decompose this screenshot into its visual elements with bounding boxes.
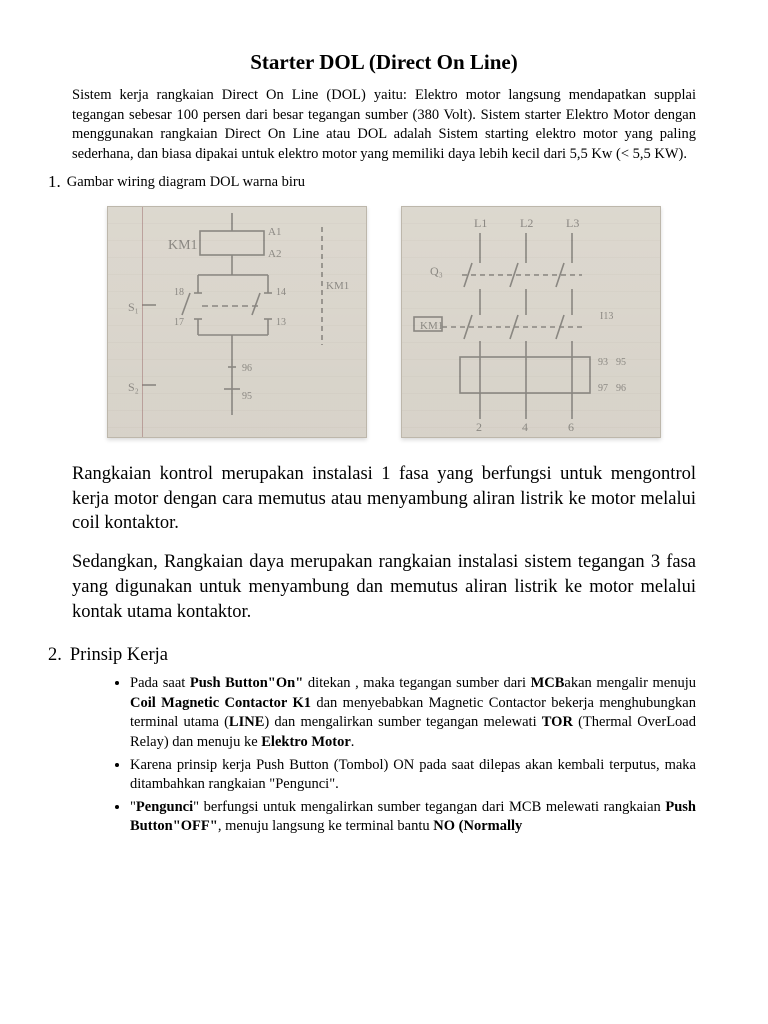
list-num-2: 2. (48, 643, 62, 668)
bullet-1: Pada saat Push Button"On" ditekan , maka… (130, 674, 696, 752)
list-item-1: 1. Gambar wiring diagram DOL warna biru (48, 171, 696, 194)
page-title: Starter DOL (Direct On Line) (72, 48, 696, 76)
figure-control-circuit: KM1 A1 A2 18 17 14 13 (107, 206, 367, 438)
bullet-3: "Pengunci" berfungsi untuk mengalirkan s… (130, 798, 696, 837)
list-num-1: 1. (48, 171, 61, 194)
bullet-list: Pada saat Push Button"On" ditekan , maka… (72, 674, 696, 837)
paragraph-control: Rangkaian kontrol merupakan instalasi 1 … (72, 462, 696, 537)
figure-power-circuit: L1 L2 L3 Q₃ KM1 I13 (401, 206, 661, 438)
list-item-2: 2. Prinsip Kerja (48, 643, 696, 668)
list-text-2: Prinsip Kerja (70, 643, 168, 668)
intro-paragraph: Sistem kerja rangkaian Direct On Line (D… (72, 86, 696, 164)
bullet-2: Karena prinsip kerja Push Button (Tombol… (130, 756, 696, 795)
figures-row: KM1 A1 A2 18 17 14 13 (72, 206, 696, 438)
list-text-1: Gambar wiring diagram DOL warna biru (67, 171, 305, 194)
paragraph-power: Sedangkan, Rangkaian daya merupakan rang… (72, 550, 696, 625)
